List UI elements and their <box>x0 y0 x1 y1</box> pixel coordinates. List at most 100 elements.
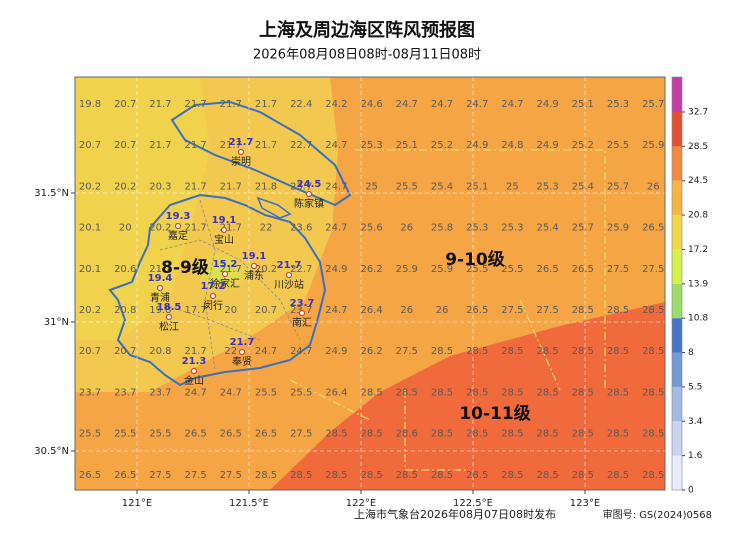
station-dot <box>220 226 228 234</box>
grid-value: 25.7 <box>607 181 629 192</box>
high-gust-field <box>270 302 665 490</box>
colorbar-segment <box>672 180 682 216</box>
grid-value: 25.4 <box>431 181 453 192</box>
grid-value: 24.7 <box>184 387 206 398</box>
grid-value: 27.5 <box>396 346 418 357</box>
lon-tick-label: 122°E <box>346 498 376 509</box>
station-value: 15.2 <box>213 259 238 270</box>
grid-value: 27.5 <box>536 305 558 316</box>
colorbar: 0 1.6 3.4 5.5 8 10.8 13.9 17.2 20.8 24.5 28.5 32.7 <box>671 76 708 496</box>
grid-value: 26 <box>400 305 413 316</box>
grid-value: 21.7 <box>149 264 171 275</box>
station-name: 南汇 <box>292 316 312 329</box>
grid-value: 22.4 <box>290 99 312 110</box>
map-title: 上海及周边海区阵风预报图 <box>259 19 475 41</box>
grid-value: 25 <box>506 181 519 192</box>
grid-value: 25.1 <box>466 181 488 192</box>
grid-value: 26 <box>400 223 413 234</box>
grid-value: 17.7 <box>184 305 206 316</box>
grid-value: 28.5 <box>642 387 664 398</box>
grid-value: 26.5 <box>114 470 136 481</box>
grid-value: 21.7 <box>149 140 171 151</box>
grid-value: 25.2 <box>572 140 594 151</box>
grid-value: 28.5 <box>607 305 629 316</box>
grid-value: 28.5 <box>466 429 488 440</box>
grid-value: 20.2 <box>114 181 136 192</box>
grid-value: 28.5 <box>466 470 488 481</box>
grid-value: 28.5 <box>431 387 453 398</box>
grid-value: 28.5 <box>572 305 594 316</box>
grid-value: 20 <box>119 223 132 234</box>
grid-value: 24.7 <box>501 99 523 110</box>
grid-value: 25.8 <box>431 223 453 234</box>
grid-value: 25.3 <box>607 99 629 110</box>
grid-value: 25.4 <box>572 181 594 192</box>
grid-value: 20.2 <box>149 223 171 234</box>
colorbar-tick-label: 5.5 <box>688 382 702 392</box>
value-layer: 19.8 20.7 21.7 21.7 21.7 21.7 22.4 24.2 24.6 24.7… <box>79 99 664 481</box>
station-dot <box>237 148 245 156</box>
grid-value: 24.7 <box>325 305 347 316</box>
colorbar-segment <box>672 77 682 112</box>
grid-value: 21.7 <box>255 140 277 151</box>
colorbar-segment <box>672 421 682 456</box>
grid-value: 28.5 <box>466 346 488 357</box>
lat-tick-label: 30.5°N <box>34 446 69 457</box>
station-value: 21.3 <box>182 356 207 367</box>
grid-value: 28.5 <box>607 387 629 398</box>
mainland-coast <box>108 193 327 387</box>
grid-value: 28.5 <box>290 470 312 481</box>
grid-value: 20.8 <box>114 305 136 316</box>
grid-value: 25.2 <box>431 140 453 151</box>
grid-value: 26.2 <box>360 264 382 275</box>
grid-value: 27.5 <box>184 470 206 481</box>
grid-value: 24.7 <box>255 346 277 357</box>
grid-value: 28.5 <box>572 429 594 440</box>
station-value: 21.7 <box>229 137 254 148</box>
lat-tick-label: 31.5°N <box>34 188 69 199</box>
station-name: 奉贤 <box>232 355 252 368</box>
grid-value: 23.7 <box>114 387 136 398</box>
grid-value: 28.5 <box>642 429 664 440</box>
grid-value: 28.5 <box>642 305 664 316</box>
grid-value: 20.7 <box>79 140 101 151</box>
colorbar-segment <box>672 386 682 422</box>
lat-tick-label: 31°N <box>44 317 69 328</box>
grid-value: 28.5 <box>536 387 558 398</box>
issuer: 上海市气象台2026年08月07日08时发布 <box>354 507 556 521</box>
grid-value: 26.5 <box>79 470 101 481</box>
grid-value: 25 <box>365 181 378 192</box>
station-dot <box>190 367 198 375</box>
grid-value: 20.6 <box>114 264 136 275</box>
grid-value: 21.7 <box>255 99 277 110</box>
grid-value: 28.5 <box>607 346 629 357</box>
station-value: 18.5 <box>157 302 182 313</box>
grid-value: 24.9 <box>466 140 488 151</box>
grid-value: 25.1 <box>572 99 594 110</box>
grid-value: 21.7 <box>184 346 206 357</box>
grid-value: 20.2 <box>79 181 101 192</box>
grid-value: 22 <box>260 223 273 234</box>
station-dot <box>221 270 229 278</box>
grid-value: 28.5 <box>642 470 664 481</box>
grid-value: 21.7 <box>184 223 206 234</box>
grid-value: 25.6 <box>360 223 382 234</box>
grid-value: 23.7 <box>149 387 171 398</box>
station-dot <box>250 262 258 270</box>
grid-value: 20.7 <box>114 346 136 357</box>
grid-value: 24.9 <box>325 346 347 357</box>
station-name: 金山 <box>184 374 204 387</box>
station-dot <box>238 348 246 356</box>
grid-value: 19.8 <box>79 99 101 110</box>
grid-value: 25.5 <box>290 387 312 398</box>
grid-value: 27.5 <box>220 470 242 481</box>
map-subtitle: 2026年08月08日08时-08月11日08时 <box>253 48 481 63</box>
grid-value: 25.9 <box>396 264 418 275</box>
grid-value: 25.7 <box>572 223 594 234</box>
colorbar-tick-label: 13.9 <box>688 279 708 289</box>
grid-value: 22.7 <box>290 264 312 275</box>
grid-value: 28.5 <box>466 387 488 398</box>
grid-value: 24.7 <box>220 387 242 398</box>
colorbar-segment <box>672 249 682 284</box>
zone-label: 10-11级 <box>459 403 530 424</box>
